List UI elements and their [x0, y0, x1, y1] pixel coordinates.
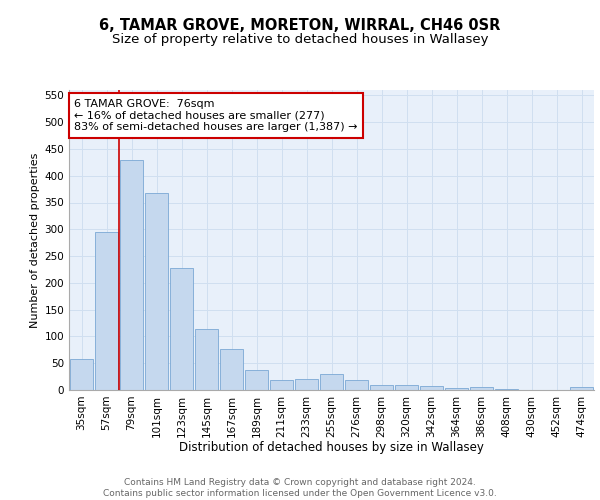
Text: Contains HM Land Registry data © Crown copyright and database right 2024.
Contai: Contains HM Land Registry data © Crown c…: [103, 478, 497, 498]
Bar: [120, 160, 143, 390]
Bar: [145, 194, 168, 390]
Bar: [345, 380, 368, 390]
X-axis label: Distribution of detached houses by size in Wallasey: Distribution of detached houses by size …: [179, 441, 484, 454]
Bar: [470, 388, 493, 390]
Bar: [370, 384, 393, 390]
Bar: [95, 232, 118, 390]
Text: 6, TAMAR GROVE, MORETON, WIRRAL, CH46 0SR: 6, TAMAR GROVE, MORETON, WIRRAL, CH46 0S…: [100, 18, 500, 32]
Bar: [170, 268, 193, 390]
Bar: [320, 374, 343, 390]
Text: 6 TAMAR GROVE:  76sqm
← 16% of detached houses are smaller (277)
83% of semi-det: 6 TAMAR GROVE: 76sqm ← 16% of detached h…: [74, 99, 358, 132]
Y-axis label: Number of detached properties: Number of detached properties: [30, 152, 40, 328]
Bar: [570, 388, 593, 390]
Bar: [395, 384, 418, 390]
Bar: [220, 350, 243, 390]
Bar: [295, 380, 318, 390]
Text: Size of property relative to detached houses in Wallasey: Size of property relative to detached ho…: [112, 32, 488, 46]
Bar: [70, 360, 93, 390]
Bar: [245, 370, 268, 390]
Bar: [270, 380, 293, 390]
Bar: [420, 386, 443, 390]
Bar: [195, 330, 218, 390]
Bar: [445, 388, 468, 390]
